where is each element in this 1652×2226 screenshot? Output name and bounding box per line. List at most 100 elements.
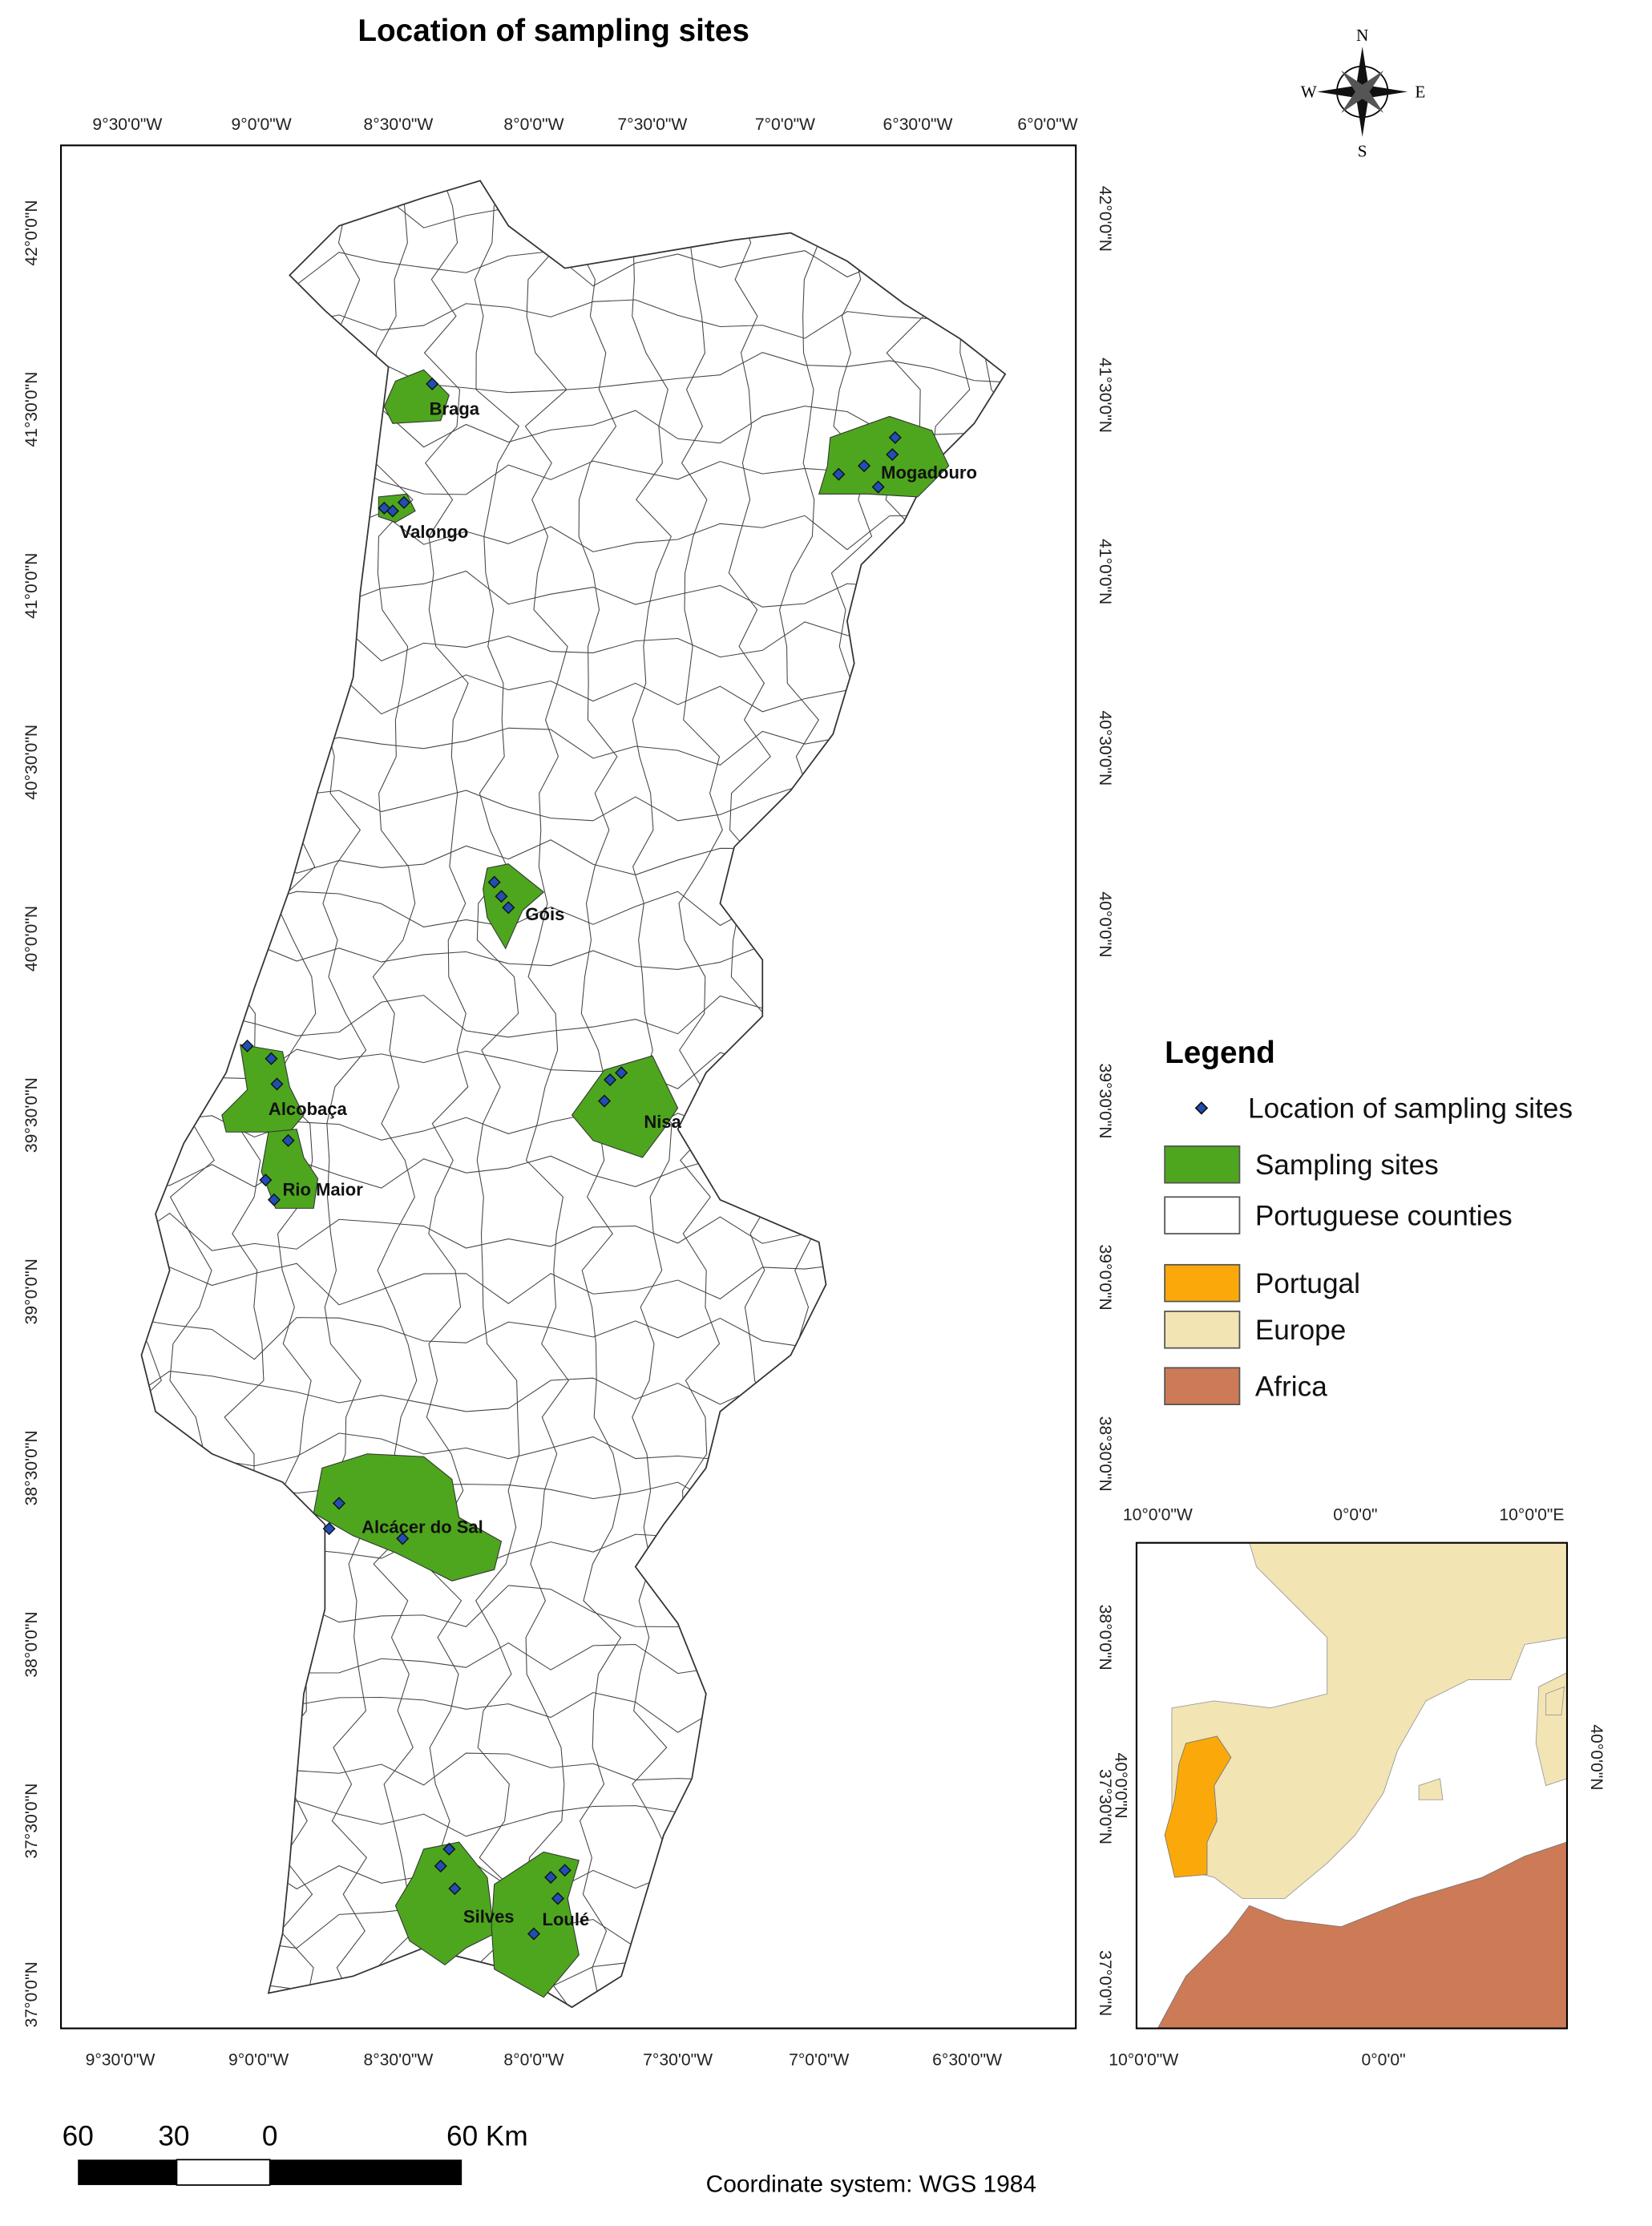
scale-label: 60	[63, 2121, 94, 2152]
legend-label: Portuguese counties	[1255, 1200, 1513, 1231]
scale-segment	[269, 2159, 462, 2185]
scale-bar	[78, 2159, 462, 2186]
site-labels: Braga Valongo Mogadouro Góis Alcobaça Rio Mai…	[269, 399, 977, 1929]
county-line	[423, 180, 469, 2005]
left-label: 40°0'0"N	[22, 906, 41, 972]
site-label: Silves	[463, 1906, 515, 1926]
portugal-inset	[1164, 1735, 1232, 1878]
legend-swatch	[1164, 1196, 1241, 1234]
top-label: 7°30'0"W	[617, 115, 687, 134]
legend-label: Europe	[1255, 1315, 1347, 1346]
site-label: Alcácer do Sal	[362, 1517, 483, 1537]
legend-label: Sampling sites	[1255, 1149, 1439, 1181]
area	[571, 1055, 679, 1158]
top-label: 9°30'0"W	[92, 115, 162, 134]
sampling-point	[858, 459, 871, 473]
site-label: Góis	[525, 904, 564, 924]
scale-label: 0	[262, 2121, 278, 2152]
site-label: Alcobaça	[269, 1099, 348, 1119]
area	[394, 1841, 495, 1965]
legend: Legend Location of sampling sites Samplin…	[1164, 1036, 1573, 1406]
left-label: 42°0'0"N	[22, 200, 41, 265]
scale-label: 30	[158, 2121, 189, 2152]
right-label: 37°0'0"N	[1096, 1950, 1114, 2016]
inset-bottom-label: 0°0'0"	[1361, 2050, 1405, 2069]
left-label: 37°0'0"N	[22, 1961, 41, 2027]
bottom-label: 9°0'0"W	[228, 2050, 289, 2069]
sampling-point	[597, 1094, 612, 1108]
area	[818, 415, 950, 498]
compass-n: N	[1356, 26, 1368, 45]
left-label: 37°30'0"N	[22, 1784, 41, 1859]
sampling-points	[240, 377, 902, 1941]
sampling-point	[267, 1193, 281, 1206]
inset-top-label: 10°0'0"E	[1499, 1506, 1564, 1525]
sampling-point	[495, 890, 508, 903]
sampling-areas	[221, 369, 950, 1998]
inset-top-label: 0°0'0"	[1333, 1506, 1377, 1525]
site-label: Mogadouro	[881, 463, 977, 483]
compass-star	[1341, 71, 1384, 113]
right-label: 40°30'0"N	[1096, 710, 1114, 786]
site-label: Valongo	[400, 522, 469, 542]
top-label: 7°0'0"W	[755, 115, 815, 134]
bottom-label: 8°0'0"W	[503, 2050, 563, 2069]
legend-swatch	[1164, 1367, 1241, 1406]
legend-swatch	[1164, 1263, 1241, 1303]
sampling-point	[434, 1859, 447, 1873]
sampling-point	[270, 1077, 284, 1091]
inset-frame	[1135, 1541, 1569, 2030]
europe	[1418, 1778, 1444, 1800]
sampling-point	[397, 495, 411, 509]
site-label: Braga	[430, 399, 480, 419]
left-label: 39°30'0"N	[22, 1077, 41, 1153]
right-label: 42°0'0"N	[1096, 186, 1114, 252]
sampling-point	[615, 1066, 628, 1080]
sampling-point	[558, 1864, 572, 1877]
sampling-point	[487, 875, 501, 889]
right-label: 39°0'0"N	[1096, 1245, 1114, 1311]
left-label: 38°0'0"N	[22, 1611, 41, 1677]
right-label: 39°30'0"N	[1096, 1064, 1114, 1139]
sampling-point	[551, 1892, 564, 1905]
bottom-label: 8°30'0"W	[363, 2050, 433, 2069]
legend-label: Portugal	[1255, 1268, 1360, 1299]
top-label: 9°0'0"W	[232, 115, 292, 134]
compass-s: S	[1358, 141, 1367, 160]
sampling-point	[281, 1133, 295, 1147]
europe	[1545, 1686, 1565, 1715]
legend-swatch	[1164, 1311, 1241, 1349]
sampling-point	[259, 1174, 273, 1187]
scale-segment	[176, 2159, 271, 2186]
graticule-labels: 9°30'0"W 9°0'0"W 8°30'0"W 8°0'0"W 7°30'0"W 7°…	[22, 115, 1606, 2069]
north-arrow: N S E W	[1301, 26, 1426, 160]
sampling-point	[332, 1497, 346, 1510]
sampling-point	[265, 1052, 278, 1065]
bottom-label: 6°30'0"W	[932, 2050, 1002, 2069]
sampling-point	[396, 1532, 410, 1545]
right-label: 37°30'0"N	[1096, 1769, 1114, 1844]
top-label: 8°30'0"W	[363, 115, 433, 134]
top-label: 6°30'0"W	[883, 115, 953, 134]
scale-segment	[78, 2159, 177, 2185]
sampling-point	[386, 504, 399, 518]
site-label: Nisa	[644, 1112, 681, 1132]
left-label: 41°0'0"N	[22, 553, 41, 619]
left-label: 41°30'0"N	[22, 372, 41, 447]
right-label: 40°0'0"N	[1096, 891, 1114, 957]
site-label: Loulé	[543, 1909, 590, 1929]
sampling-point	[240, 1039, 254, 1052]
top-label: 8°0'0"W	[503, 115, 563, 134]
scale-labels: 60 30 0 60 Km	[63, 2121, 528, 2152]
inset-bottom-label: 10°0'0"W	[1109, 2050, 1178, 2069]
map-title: Location of sampling sites	[357, 14, 749, 48]
scale-label: 60 Km	[446, 2121, 528, 2152]
inset-top-label: 10°0'0"W	[1123, 1506, 1193, 1525]
legend-title: Legend	[1165, 1036, 1275, 1070]
left-label: 40°30'0"N	[22, 725, 41, 800]
sampling-point	[527, 1927, 541, 1941]
area	[491, 1851, 580, 1998]
sampling-point	[604, 1073, 617, 1087]
legend-label: Africa	[1255, 1372, 1327, 1403]
